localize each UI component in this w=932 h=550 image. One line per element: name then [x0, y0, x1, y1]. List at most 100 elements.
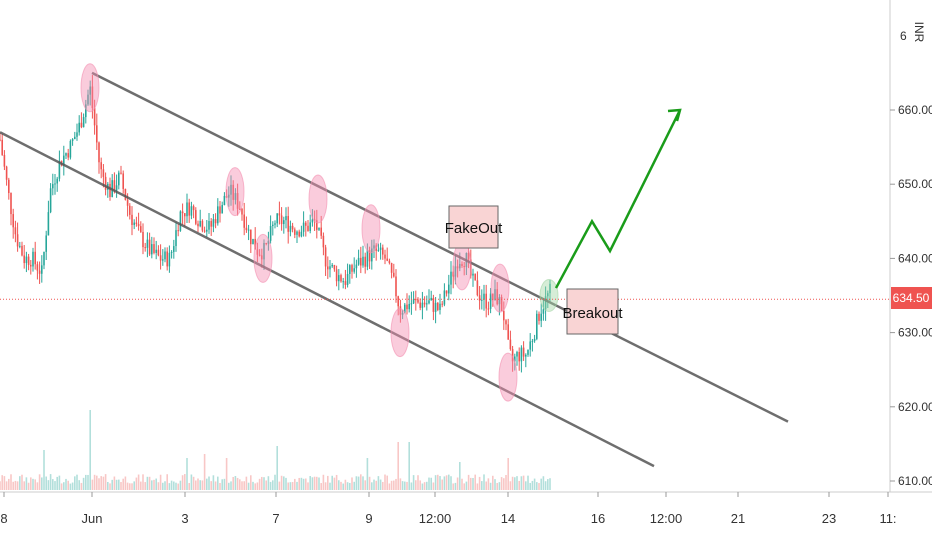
volume-bar — [151, 480, 153, 490]
volume-bar — [377, 476, 380, 490]
currency-label: INR — [912, 22, 926, 43]
volume-bar — [294, 478, 296, 490]
candle-body — [122, 173, 124, 189]
candle-body — [146, 239, 149, 248]
volume-bar — [263, 477, 265, 490]
projection-arrowhead — [667, 108, 682, 122]
candle-body — [104, 176, 107, 190]
volume-bar — [454, 482, 457, 490]
candle-body — [307, 225, 309, 231]
candle-body — [393, 272, 395, 277]
fakeout-annotation[interactable]: FakeOut — [445, 205, 503, 249]
time-tick-label: 3 — [181, 511, 188, 526]
candle-body — [188, 202, 190, 216]
volume-bar — [69, 483, 72, 490]
candle-body — [357, 257, 360, 265]
candle-body — [276, 213, 278, 224]
breakout-box — [566, 288, 619, 335]
time-tick-label: 12:00 — [650, 511, 683, 526]
candle-body — [245, 227, 248, 231]
volume-bar — [107, 481, 109, 490]
volume-bar — [236, 477, 239, 490]
time-tick-label: 11: — [879, 511, 896, 526]
volume-bar — [388, 483, 391, 490]
volume-bar — [430, 477, 432, 490]
candle-body — [56, 178, 58, 184]
candle-body — [327, 266, 329, 270]
volume-bar — [232, 476, 234, 490]
current-price-badge — [891, 287, 932, 309]
volume-bars — [0, 410, 551, 490]
volume-bar — [419, 480, 421, 490]
candle-body — [540, 313, 542, 321]
volume-bar — [406, 481, 408, 490]
candle-body — [340, 275, 342, 282]
volume-bar — [111, 479, 113, 490]
volume-bar — [261, 476, 263, 490]
volume-bar — [258, 478, 261, 490]
candle-body — [450, 271, 452, 285]
price-axis[interactable]: 610.00 620.00 630.00 640.00 650.00 660.00 — [890, 103, 932, 488]
candle-body — [346, 273, 349, 285]
time-tick-label: 14 — [501, 511, 515, 526]
volume-bar — [498, 482, 501, 490]
candle-body — [313, 219, 316, 221]
candle-body — [342, 281, 344, 283]
candle-body — [476, 280, 479, 296]
volume-bar — [415, 480, 417, 490]
candle-body — [80, 122, 83, 128]
volume-bar — [54, 481, 56, 490]
volume-bar — [525, 481, 527, 490]
candle-body — [474, 273, 476, 281]
candle-body — [177, 230, 179, 232]
volume-bar — [505, 475, 507, 490]
volume-bar — [241, 481, 243, 490]
volume-bar — [175, 482, 177, 490]
volume-bar — [168, 483, 171, 490]
candle-body — [349, 265, 351, 274]
volume-bar — [252, 481, 254, 490]
volume-bar — [269, 481, 272, 490]
candle-body — [410, 303, 413, 305]
volume-bar — [379, 479, 382, 490]
volume-bar — [489, 482, 492, 490]
volume-bar — [291, 482, 294, 490]
candle-body — [294, 229, 296, 235]
candle-body — [386, 258, 388, 261]
time-axis[interactable]: 8 Jun 3 7 9 12:00 14 16 12:00 21 23 11: — [0, 492, 897, 526]
volume-bar — [208, 476, 210, 490]
candle-body — [0, 139, 1, 141]
candle-body — [463, 266, 465, 268]
candle-body — [36, 264, 39, 271]
volume-bar — [492, 475, 494, 490]
volume-bar — [421, 483, 424, 490]
volume-bar — [8, 478, 10, 490]
volume-bar — [228, 482, 230, 490]
candle-body — [192, 206, 195, 211]
candle-body — [280, 215, 283, 225]
volume-bar — [426, 481, 428, 490]
candle-body — [38, 270, 41, 274]
volume-bar — [346, 482, 349, 490]
volume-bar — [3, 476, 6, 490]
candle-body — [10, 193, 12, 215]
candle-body — [531, 341, 534, 343]
volume-bar — [417, 475, 419, 490]
candle-body — [14, 227, 17, 235]
candle-body — [415, 299, 417, 301]
volume-bar — [395, 478, 397, 490]
volume-bar — [203, 454, 206, 490]
candle-body — [399, 306, 402, 315]
volume-bar — [311, 477, 314, 490]
candle-body — [49, 188, 52, 213]
volume-bar — [137, 474, 140, 490]
volume-bar — [10, 474, 12, 490]
candle-body — [203, 230, 206, 232]
candle-body — [115, 185, 118, 191]
volume-bar — [538, 483, 540, 490]
volume-bar — [399, 478, 402, 490]
touch-point-marker — [390, 308, 410, 358]
breakout-annotation[interactable]: Breakout — [562, 288, 623, 335]
candle-body — [78, 122, 80, 133]
candle-body — [322, 235, 325, 248]
